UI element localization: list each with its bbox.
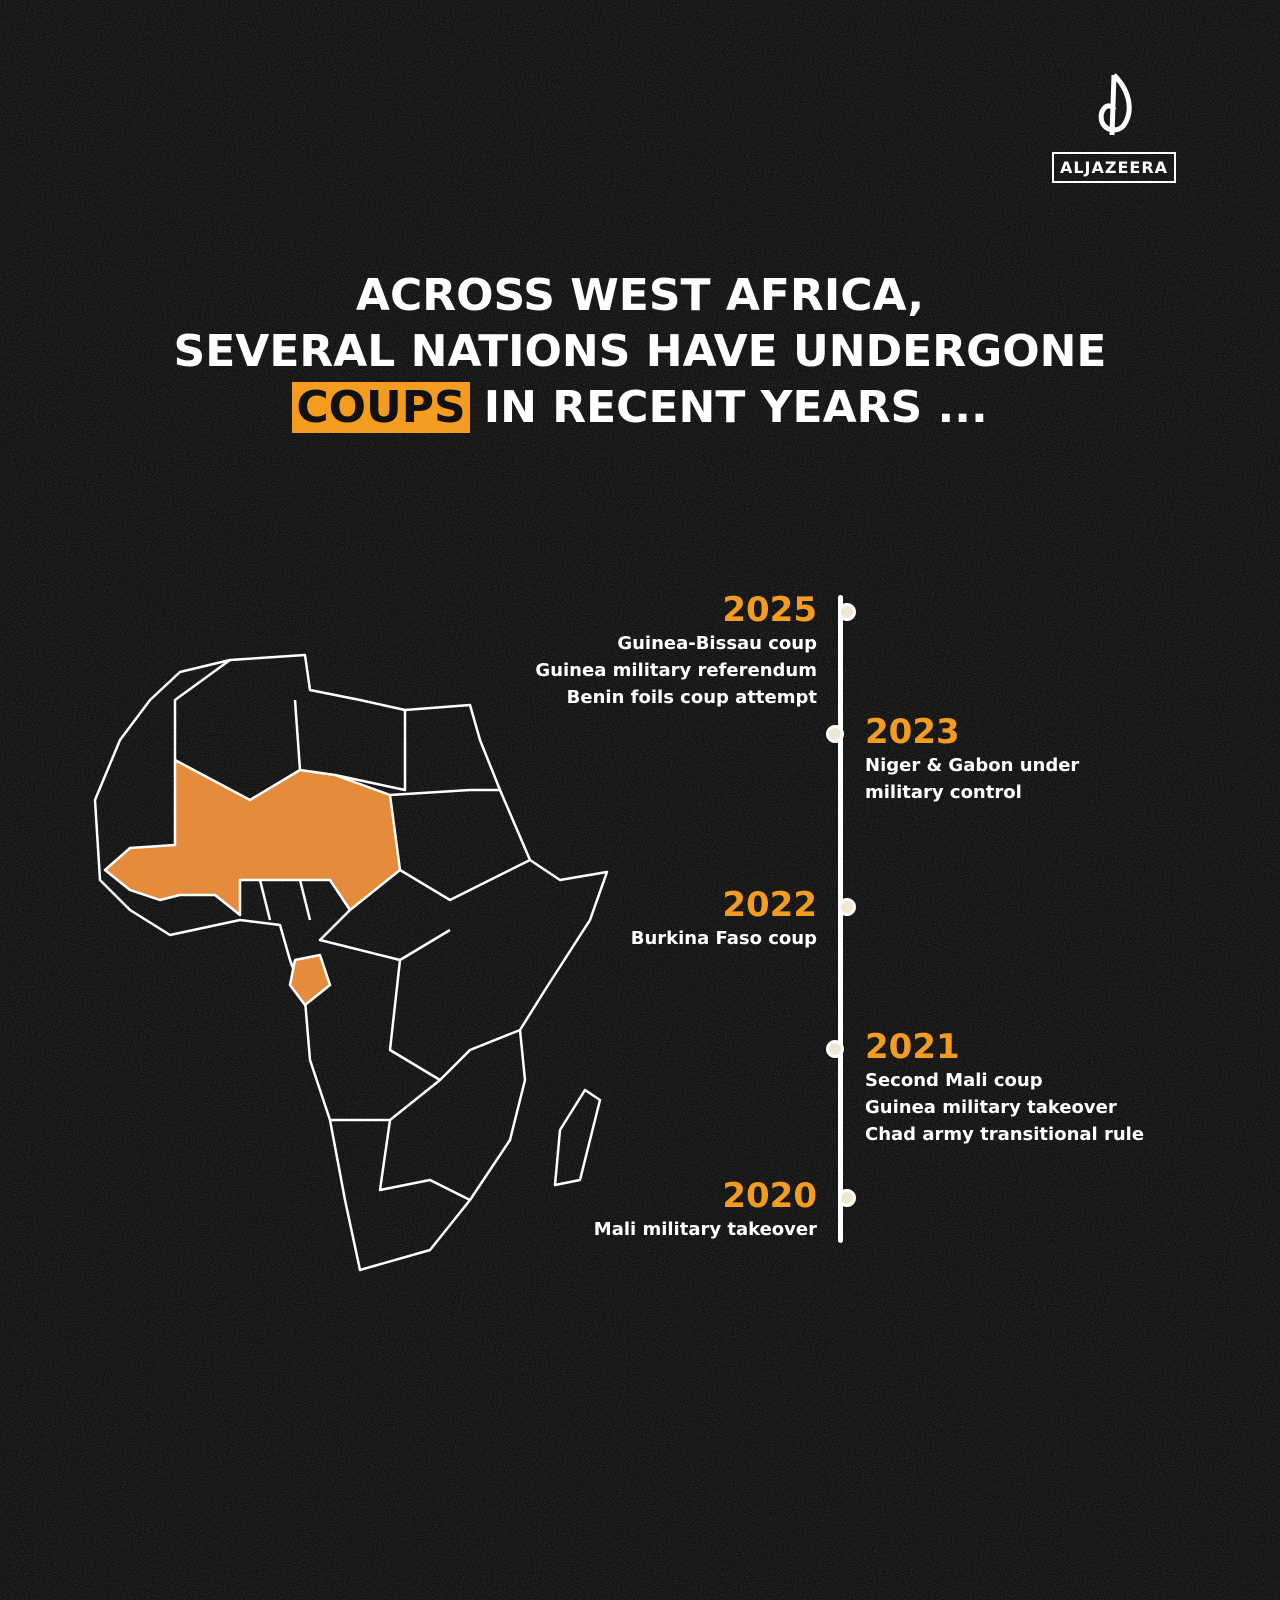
year: 2021	[865, 1027, 960, 1067]
timeline-dot	[838, 603, 856, 621]
logo-text: ALJAZEERA	[1051, 152, 1177, 183]
highlight: COUPS	[292, 382, 470, 433]
timeline-entry: 2023 Niger & Gabon under military control	[826, 712, 1080, 806]
event: Benin foils coup attempt	[566, 687, 817, 708]
timeline-entry: 2021 Second Mali coup Guinea military take…	[826, 1027, 1145, 1148]
year: 2023	[865, 712, 960, 752]
headline-line: ACROSS WEST AFRICA,	[355, 270, 925, 321]
headline: ACROSS WEST AFRICA, SEVERAL NATIONS HAVE…	[0, 268, 1280, 436]
event: Guinea military referendum	[535, 660, 817, 681]
timeline-dot	[838, 898, 856, 916]
logo: ALJAZEERA	[1050, 70, 1178, 183]
event: Niger & Gabon under	[865, 755, 1080, 776]
event: Chad army transitional rule	[865, 1124, 1145, 1145]
logo-mark	[1098, 73, 1132, 136]
timeline-dot	[826, 1040, 844, 1058]
timeline-entry: 2025 Guinea-Bissau coup Guinea military re…	[535, 590, 856, 711]
event: Mali military takeover	[593, 1219, 817, 1240]
africa-map	[93, 653, 609, 1272]
timeline-entry: 2020 Mali military takeover	[593, 1176, 856, 1243]
event: military control	[865, 782, 1022, 803]
year: 2020	[722, 1176, 817, 1216]
timeline-dot	[826, 725, 844, 743]
event: Guinea-Bissau coup	[617, 633, 817, 654]
year: 2022	[722, 885, 817, 925]
timeline-line	[838, 595, 843, 1243]
year: 2025	[722, 590, 817, 630]
event: Second Mali coup	[865, 1070, 1043, 1091]
timeline-entry: 2022 Burkina Faso coup	[630, 885, 856, 952]
headline-line: COUPS IN RECENT YEARS ...	[0, 380, 1280, 436]
timeline-dot	[838, 1189, 856, 1207]
headline-rest: IN RECENT YEARS ...	[483, 382, 988, 433]
event: Burkina Faso coup	[630, 928, 817, 949]
event: Guinea military takeover	[865, 1097, 1117, 1118]
headline-line: SEVERAL NATIONS HAVE UNDERGONE	[173, 326, 1107, 377]
